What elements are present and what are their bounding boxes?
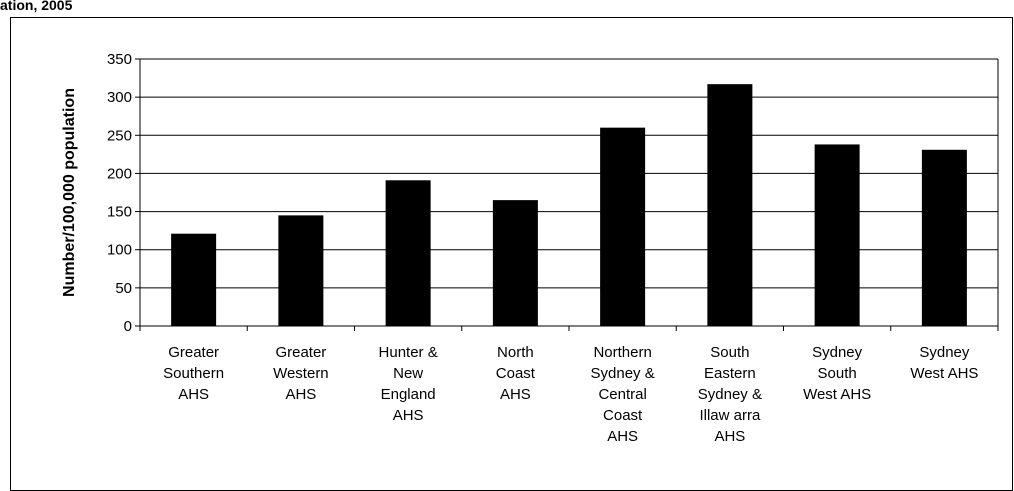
- bars: [171, 84, 967, 327]
- x-category-label: Sydney South West AHS: [803, 344, 871, 403]
- y-tick-label: 250: [107, 127, 132, 144]
- x-category-label-line: Coast: [603, 407, 643, 424]
- x-category-label: Hunter & New England AHS: [379, 344, 438, 424]
- x-category-label-line: Greater: [168, 344, 219, 361]
- x-category-label: Sydney West AHS: [910, 344, 978, 382]
- bar: [921, 149, 967, 326]
- x-category-label-line: Sydney &: [591, 365, 655, 382]
- x-category-label: North Coast AHS: [496, 344, 536, 403]
- x-category-label-line: Sydney: [812, 344, 863, 361]
- x-category-label-line: England: [381, 386, 436, 403]
- y-tick-label: 150: [107, 204, 132, 221]
- bar: [171, 233, 217, 326]
- x-category-label-line: Hunter &: [379, 344, 438, 361]
- x-category-label-line: AHS: [285, 386, 316, 403]
- gridlines: [140, 58, 998, 289]
- x-category-label-line: Eastern: [704, 365, 756, 382]
- bar: [600, 127, 646, 327]
- x-category-label-line: North: [497, 344, 534, 361]
- x-category-label-line: AHS: [714, 428, 745, 445]
- x-category-label: Greater Western AHS: [273, 344, 329, 403]
- x-category-label-line: Southern: [163, 365, 224, 382]
- y-tick-label: 350: [107, 51, 132, 68]
- y-tick-label: 100: [107, 242, 132, 259]
- bar: [707, 84, 753, 326]
- y-tick-label: 50: [115, 280, 132, 297]
- axes: [135, 58, 999, 331]
- chart-title-fragment: ation, 2005: [0, 0, 73, 13]
- x-category-label-line: West AHS: [910, 365, 978, 382]
- y-tick-label: 200: [107, 165, 132, 182]
- bar: [492, 200, 538, 326]
- x-category-label: Greater Southern AHS: [163, 344, 224, 403]
- bar: [385, 180, 431, 326]
- x-category-label-line: Illaw arra: [699, 407, 761, 424]
- x-category-label-line: Sydney &: [698, 386, 762, 403]
- x-category-label: Northern Sydney & Central Coast AHS: [591, 344, 655, 445]
- x-category-label-line: Central: [598, 386, 646, 403]
- x-category-label-line: South: [710, 344, 749, 361]
- y-axis-title: Number/100,000 population: [61, 88, 78, 297]
- x-category-label-line: South: [818, 365, 857, 382]
- bar: [814, 144, 860, 326]
- x-category-label-line: AHS: [500, 386, 531, 403]
- x-category-label-line: New: [393, 365, 423, 382]
- x-category-label-line: Sydney: [919, 344, 970, 361]
- x-category-label-line: AHS: [178, 386, 209, 403]
- y-tick-label: 0: [124, 318, 132, 335]
- x-category-label-line: Western: [273, 365, 329, 382]
- bar: [278, 215, 324, 326]
- x-category-label-line: West AHS: [803, 386, 871, 403]
- x-category-label: South Eastern Sydney & Illaw arra AHS: [698, 344, 762, 445]
- x-category-label-line: AHS: [607, 428, 638, 445]
- x-category-label-line: Coast: [496, 365, 536, 382]
- x-category-label-line: Greater: [275, 344, 326, 361]
- x-category-label-line: Northern: [593, 344, 651, 361]
- y-tick-label: 300: [107, 89, 132, 106]
- x-category-label-line: AHS: [393, 407, 424, 424]
